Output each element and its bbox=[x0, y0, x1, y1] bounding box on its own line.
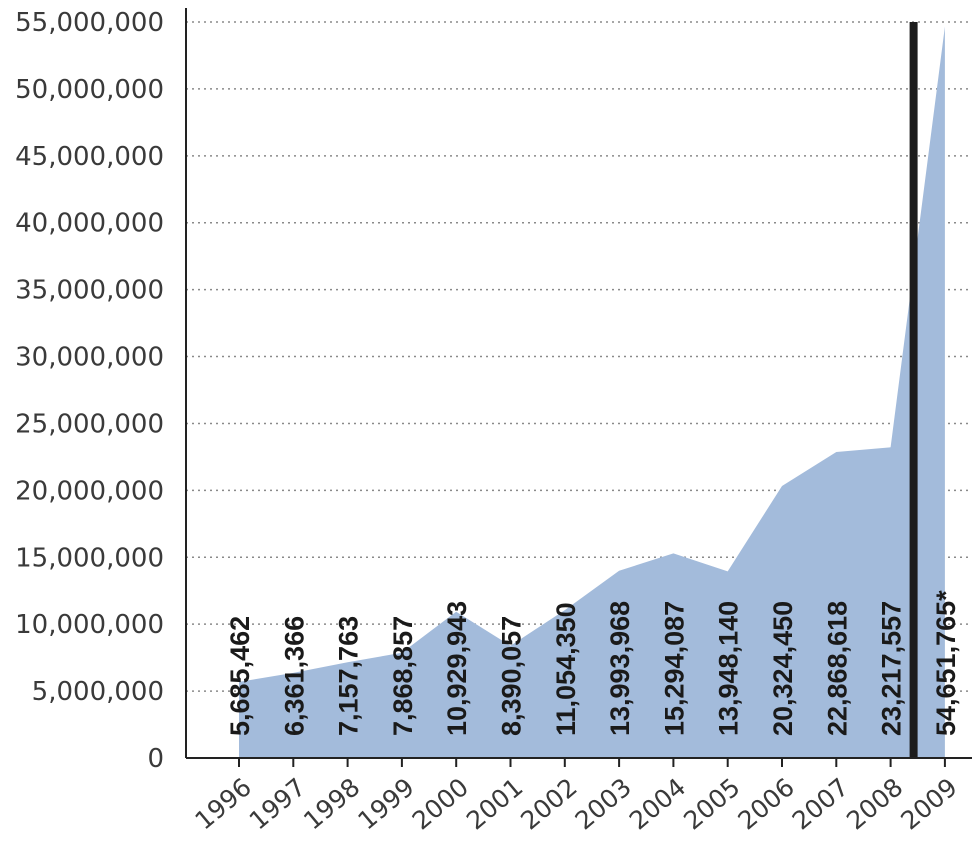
y-tick-label: 45,000,000 bbox=[15, 142, 164, 172]
x-tick-labels: 1996199719981999200020012002200320042005… bbox=[189, 772, 962, 835]
divider-bar bbox=[909, 22, 918, 759]
x-tick-label: 2000 bbox=[407, 772, 474, 835]
data-label: 7,868,857 bbox=[388, 616, 418, 736]
data-label: 6,361,366 bbox=[279, 616, 309, 736]
data-label: 15,294,087 bbox=[659, 601, 689, 736]
data-label: 23,217,557 bbox=[877, 601, 907, 736]
y-tick-label: 40,000,000 bbox=[15, 209, 164, 239]
y-tick-label: 25,000,000 bbox=[15, 409, 164, 439]
data-label: 10,929,943 bbox=[442, 601, 472, 736]
y-tick-label: 0 bbox=[147, 744, 164, 774]
data-label: 5,685,462 bbox=[225, 616, 255, 736]
data-label: 8,390,057 bbox=[497, 616, 527, 736]
x-tick-label: 1998 bbox=[298, 772, 365, 835]
data-label: 13,948,140 bbox=[714, 601, 744, 736]
y-tick-label: 10,000,000 bbox=[15, 610, 164, 640]
x-tick-label: 2009 bbox=[895, 772, 962, 835]
y-tick-label: 50,000,000 bbox=[15, 75, 164, 105]
x-tick-label: 1996 bbox=[189, 772, 256, 835]
area-series bbox=[239, 26, 945, 758]
x-tick-label: 2003 bbox=[570, 772, 637, 835]
y-tick-label: 35,000,000 bbox=[15, 276, 164, 306]
data-label: 20,324,450 bbox=[768, 601, 798, 736]
x-tick-label: 2001 bbox=[461, 772, 528, 835]
x-tick-label: 1997 bbox=[244, 772, 311, 835]
y-tick-labels: 0 5,000,000 10,000,000 15,000,000 20,000,000… bbox=[15, 8, 164, 774]
data-label: 7,157,763 bbox=[334, 616, 364, 736]
data-label: 11,054,350 bbox=[551, 602, 581, 736]
y-tick-label: 15,000,000 bbox=[15, 543, 164, 573]
data-label: 13,993,968 bbox=[605, 601, 635, 736]
y-tick-label: 20,000,000 bbox=[15, 476, 164, 506]
x-tick-label: 2008 bbox=[841, 772, 908, 835]
data-label: 54,651,765* bbox=[931, 590, 961, 736]
data-label: 22,868,618 bbox=[822, 601, 852, 736]
data-labels: 5,685,462 6,361,366 7,157,763 7,868,857 10,9… bbox=[225, 590, 961, 736]
x-tick-label: 2006 bbox=[732, 772, 799, 835]
y-tick-label: 5,000,000 bbox=[32, 677, 164, 707]
axes bbox=[185, 8, 972, 767]
y-tick-label: 30,000,000 bbox=[15, 343, 164, 373]
x-tick-label: 2002 bbox=[515, 772, 582, 835]
y-tick-label: 55,000,000 bbox=[15, 8, 164, 38]
x-tick-label: 2004 bbox=[624, 772, 691, 835]
marker-group bbox=[909, 22, 918, 759]
x-tick-label: 2007 bbox=[787, 772, 854, 835]
x-tick-label: 1999 bbox=[352, 772, 419, 835]
x-tick-label: 2005 bbox=[678, 772, 745, 835]
